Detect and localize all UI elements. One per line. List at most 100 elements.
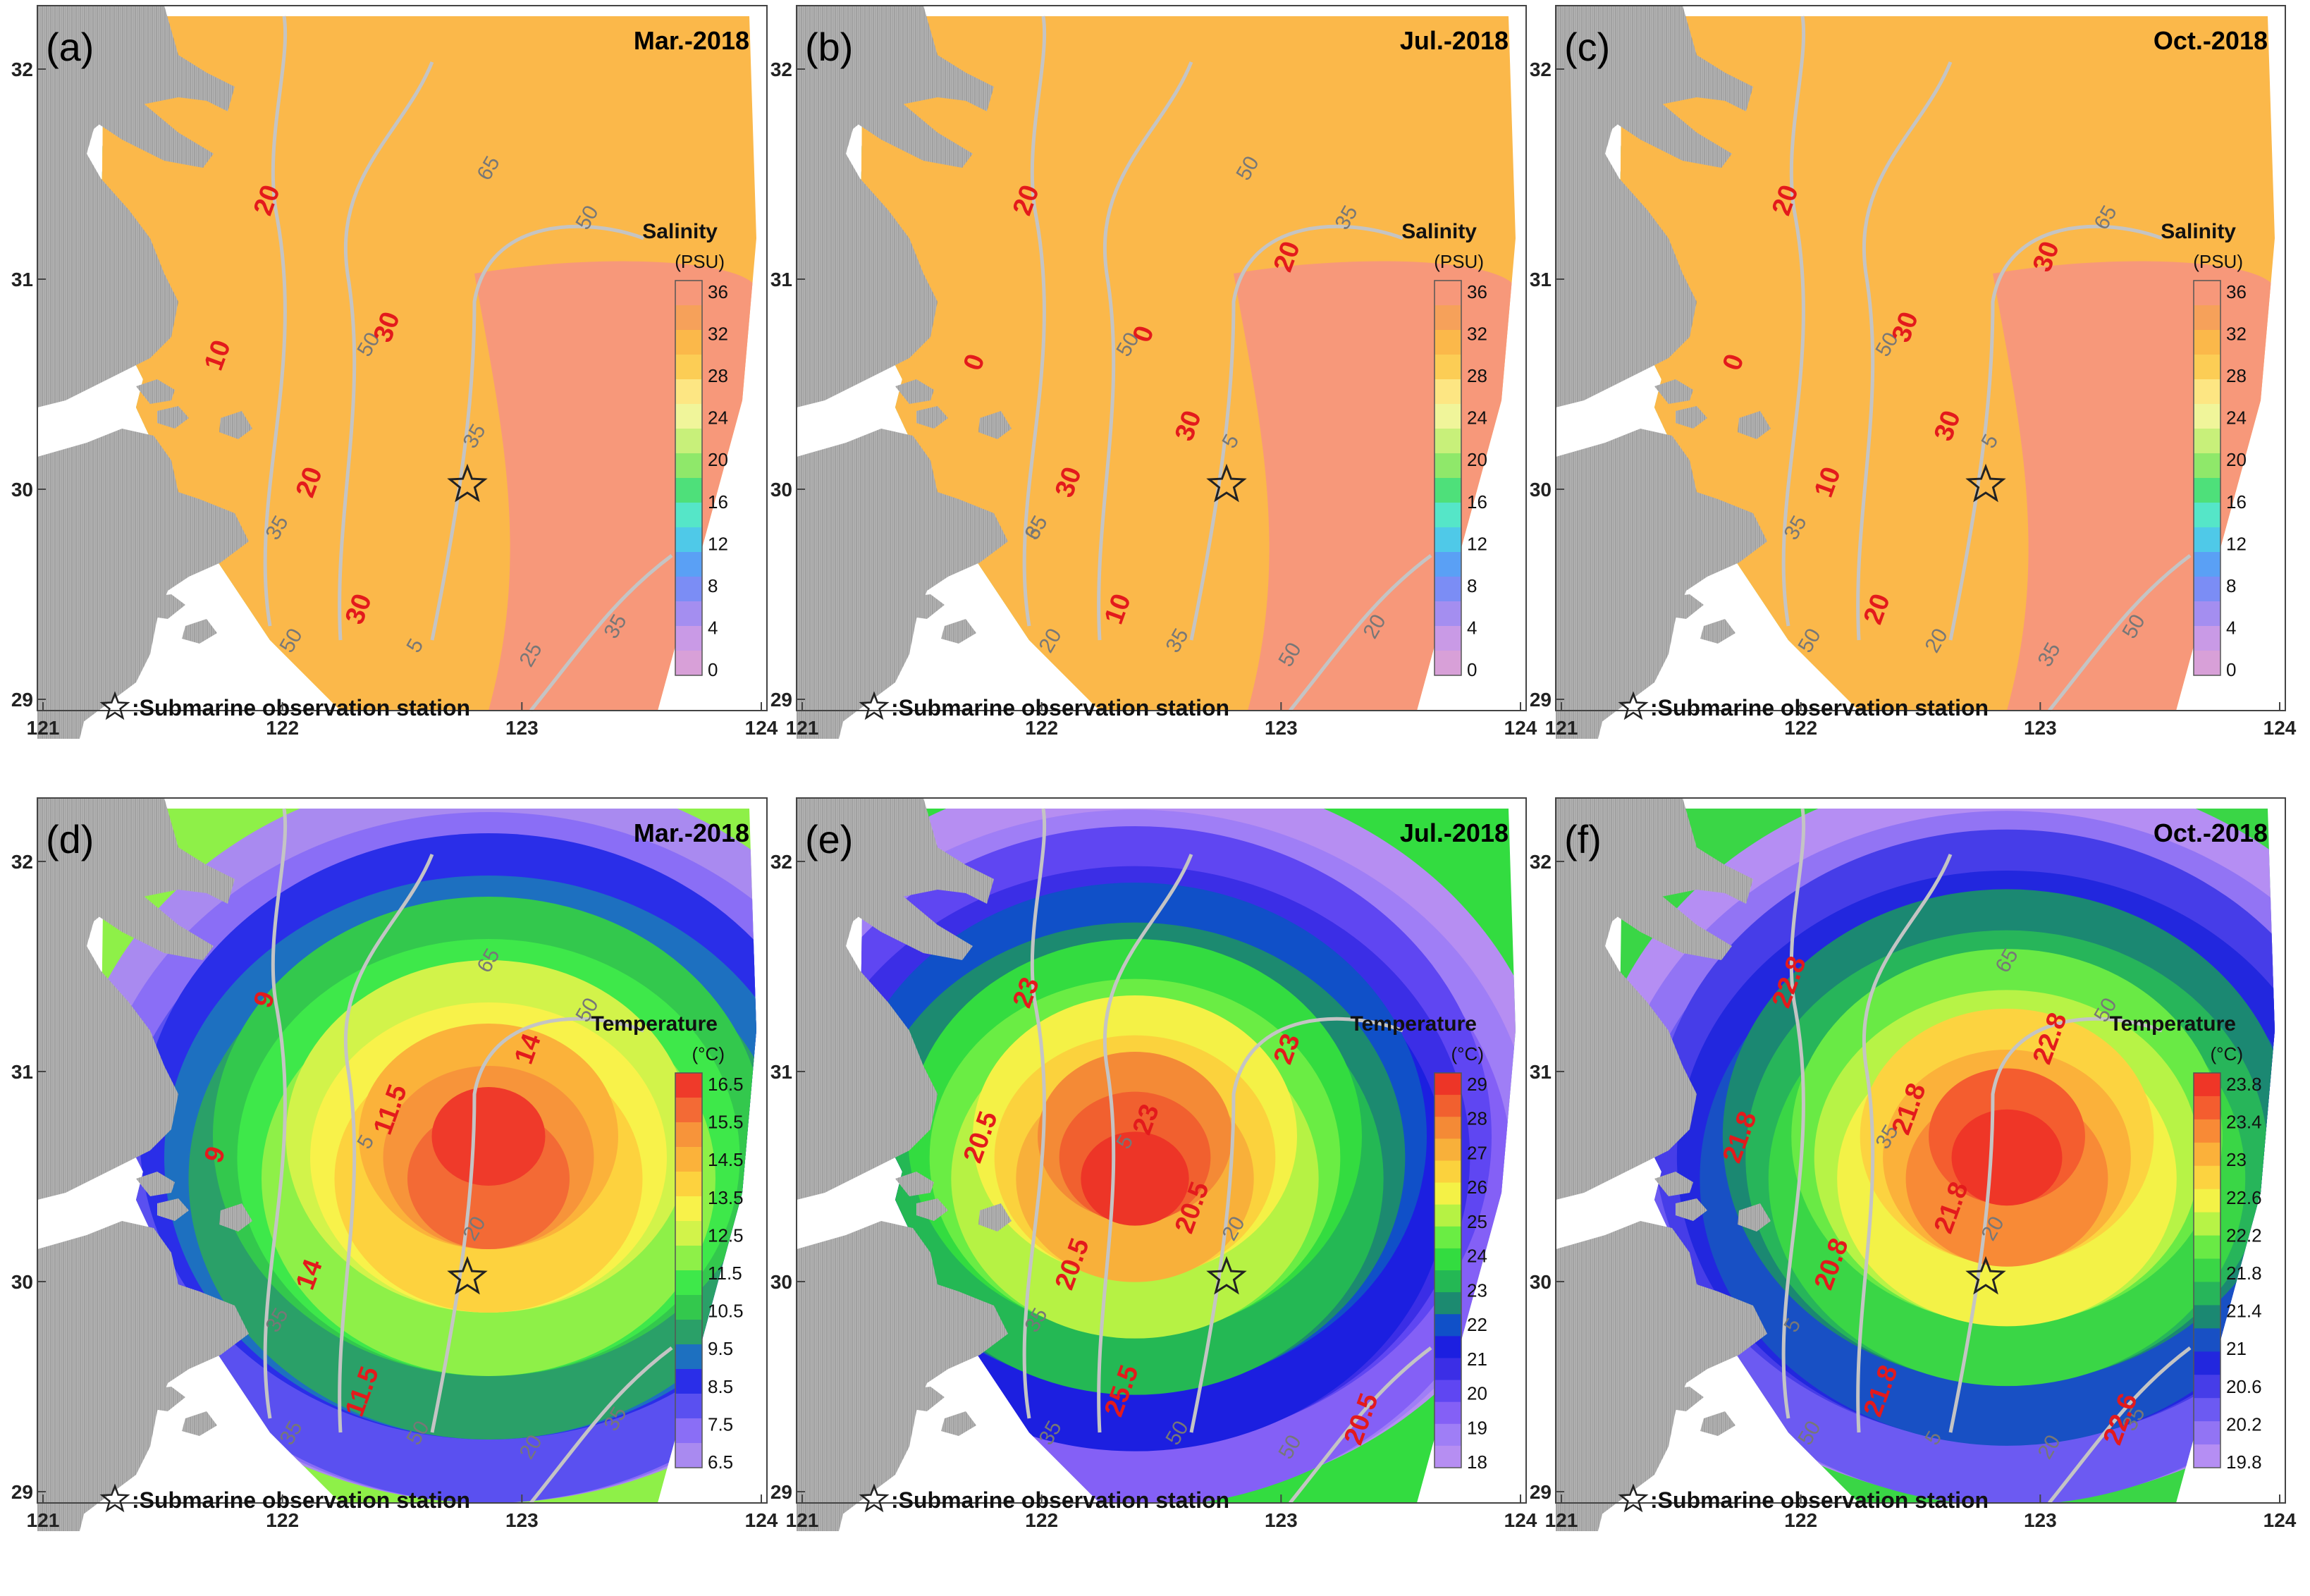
colorbar-swatch (1434, 1336, 1461, 1358)
colorbar-swatch (675, 1147, 702, 1172)
colorbar-tick-label: 19 (1467, 1417, 1487, 1438)
colorbar-tick-label: 18 (1467, 1451, 1487, 1473)
colorbar-unit: (PSU) (2193, 251, 2243, 272)
colorbar: Temperature (°C) 16.5 15.5 14.5 13.5 12.5 11.5 1… (591, 1012, 743, 1473)
colorbar-swatch (675, 1295, 702, 1320)
colorbar-swatch (1434, 1117, 1461, 1139)
colorbar-tick-label: 15.5 (708, 1112, 744, 1133)
colorbar-swatch (2194, 1165, 2220, 1190)
colorbar-swatch (675, 601, 702, 627)
colorbar-title: Salinity (1401, 220, 1477, 243)
colorbar-swatch (675, 330, 702, 355)
y-tick-label: 29 (770, 1481, 792, 1503)
colorbar-tick-label: 23.8 (2226, 1074, 2262, 1095)
map-frame (796, 797, 1527, 1504)
legend-star-icon (1618, 691, 1649, 720)
depth-contour (263, 16, 288, 627)
x-tick-label: 122 (1025, 1509, 1058, 1531)
y-tick-label: 29 (11, 1481, 33, 1503)
colorbar-swatch (2194, 1119, 2220, 1143)
colorbar-tick-label: 21 (2226, 1338, 2247, 1359)
x-tick-label: 123 (505, 717, 539, 739)
colorbar-swatch (1434, 601, 1461, 627)
field-band (1081, 1131, 1189, 1226)
colorbar-swatch (675, 503, 702, 528)
colorbar-tick-label: 28 (1467, 365, 1487, 386)
colorbar-tick-label: 22.2 (2226, 1224, 2262, 1246)
colorbar-swatch (2194, 1351, 2220, 1375)
colorbar-tick-label: 20.6 (2226, 1376, 2262, 1397)
colorbar-tick-label: 24 (708, 407, 728, 429)
colorbar-swatch (1434, 1160, 1461, 1184)
x-tick-label: 121 (27, 717, 60, 739)
colorbar-swatch (1434, 305, 1461, 331)
station-legend-text: :Submarine observation station (1650, 1487, 1989, 1513)
colorbar-title: Temperature (2109, 1012, 2236, 1036)
depth-contour (529, 1346, 673, 1504)
colorbar-swatch (675, 305, 702, 331)
colorbar-swatch (1434, 453, 1461, 479)
map-frame (37, 797, 768, 1504)
colorbar-tick-label: 32 (708, 324, 728, 345)
colorbar-swatch (2194, 651, 2220, 676)
depth-contour (1189, 1017, 1403, 1433)
x-tick-label: 122 (266, 717, 299, 739)
colorbar-tick-label: 8 (2226, 575, 2236, 596)
y-tick-label: 29 (1530, 1481, 1552, 1503)
colorbar-swatch (675, 651, 702, 676)
colorbar-swatch (2194, 379, 2220, 405)
colorbar-swatch (675, 527, 702, 553)
colorbar-title: Temperature (591, 1012, 718, 1036)
legend-star-icon (859, 1483, 890, 1513)
colorbar-tick-label: 0 (1467, 659, 1477, 680)
colorbar-swatch (1434, 503, 1461, 528)
colorbar-tick-label: 4 (2226, 617, 2236, 638)
y-tick-label: 30 (770, 479, 792, 501)
y-tick-label: 31 (11, 269, 33, 290)
y-tick-label: 29 (770, 689, 792, 711)
depth-contour (430, 224, 644, 641)
colorbar-tick-label: 29 (1467, 1074, 1487, 1095)
colorbar-swatch (2194, 1282, 2220, 1306)
legend-star-icon (859, 691, 890, 720)
x-tick-label: 121 (1545, 1509, 1578, 1531)
colorbar-swatch (1434, 1248, 1461, 1271)
colorbar-swatch (2194, 1095, 2220, 1120)
colorbar-tick-label: 36 (1467, 281, 1487, 302)
colorbar-tick-label: 12 (2226, 533, 2247, 554)
colorbar-swatch (1434, 1445, 1461, 1468)
colorbar-swatch (675, 1394, 702, 1419)
colorbar-tick-label: 23.4 (2226, 1112, 2262, 1133)
panel-title: Mar.-2018 (634, 818, 749, 847)
depth-contour (1781, 16, 1806, 627)
colorbar-tick-label: 23 (1467, 1279, 1487, 1301)
y-tick-label: 31 (11, 1061, 33, 1083)
colorbar-swatch (675, 1320, 702, 1345)
colorbar-tick-label: 8 (708, 575, 718, 596)
colorbar-swatch (675, 552, 702, 577)
colorbar-swatch (675, 379, 702, 405)
colorbar-tick-label: 4 (1467, 617, 1477, 638)
panel-label: (b) (805, 25, 853, 69)
colorbar-tick-label: 10.5 (708, 1301, 744, 1322)
y-tick-label: 29 (11, 689, 33, 711)
depth-contour (1948, 224, 2163, 641)
colorbar-tick-label: 12 (708, 533, 728, 554)
colorbar-tick-label: 24 (2226, 407, 2247, 429)
station-star-icon (447, 463, 488, 503)
colorbar-unit: (°C) (692, 1043, 725, 1064)
colorbar-frame (1434, 280, 1462, 676)
colorbar-swatch (1434, 527, 1461, 553)
colorbar-swatch (675, 281, 702, 306)
colorbar-swatch (675, 577, 702, 602)
x-tick-label: 122 (1784, 717, 1817, 739)
colorbar: Salinity (PSU) 36 32 28 24 20 16 12 8 4 0 (1401, 220, 1487, 680)
colorbar-tick-label: 16.5 (708, 1074, 744, 1095)
colorbar-tick-label: 16 (2226, 491, 2247, 512)
map-frame (1555, 797, 2286, 1504)
colorbar-swatch (675, 1221, 702, 1246)
colorbar-swatch (2194, 478, 2220, 503)
panel-label: (f) (1564, 817, 1602, 861)
